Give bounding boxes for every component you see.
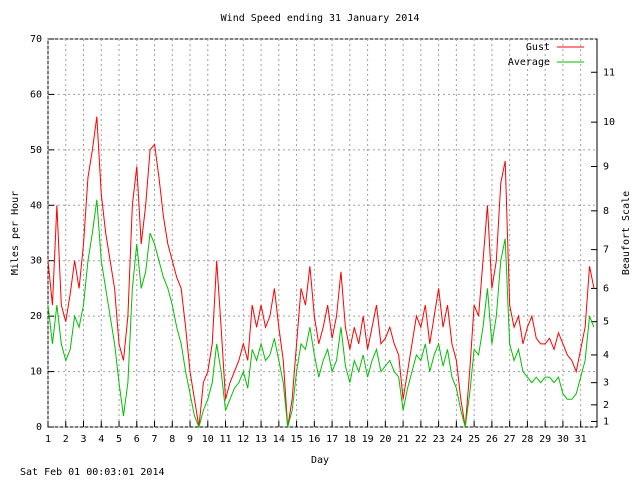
y2-tick-label: 4 (603, 350, 609, 361)
x-tick-label: 11 (220, 434, 232, 445)
y-tick-label: 30 (30, 256, 42, 267)
y-tick-label: 70 (30, 34, 42, 45)
y2-tick-label: 2 (603, 400, 609, 411)
y2-tick-label: 10 (603, 117, 615, 128)
y-axis-label: Miles per Hour (10, 191, 21, 275)
y2-tick-label: 7 (603, 245, 609, 256)
y2-tick-label: 9 (603, 161, 609, 172)
x-tick-label: 9 (187, 434, 193, 445)
x-tick-label: 15 (291, 434, 303, 445)
y2-tick-label: 6 (603, 283, 609, 294)
x-tick-label: 13 (255, 434, 267, 445)
x-tick-label: 5 (116, 434, 122, 445)
y-tick-label: 20 (30, 311, 42, 322)
x-tick-label: 4 (98, 434, 104, 445)
x-tick-label: 29 (539, 434, 551, 445)
x-tick-label: 6 (134, 434, 140, 445)
x-tick-label: 22 (415, 434, 427, 445)
x-tick-label: 12 (237, 434, 249, 445)
y2-tick-label: 8 (603, 206, 609, 217)
x-tick-label: 16 (308, 434, 320, 445)
y2-tick-label: 11 (603, 67, 615, 78)
x-tick-label: 3 (80, 434, 86, 445)
y-tick-label: 50 (30, 145, 42, 156)
y2-tick-label: 5 (603, 317, 609, 328)
x-tick-label: 25 (468, 434, 480, 445)
y2-tick-label: 3 (603, 378, 609, 389)
x-tick-label: 30 (557, 434, 569, 445)
x-tick-label: 27 (504, 434, 516, 445)
footer: Sat Feb 01 00:03:01 2014 (20, 467, 165, 478)
x-tick-label: 26 (486, 434, 498, 445)
x-tick-label: 18 (344, 434, 356, 445)
series-line (47, 116, 595, 428)
y-tick-label: 0 (36, 422, 42, 433)
y2-tick-label: 1 (603, 416, 609, 427)
chart-title: Wind Speed ending 31 January 2014 (221, 13, 420, 24)
x-tick-label: 7 (152, 434, 158, 445)
x-tick-label: 23 (433, 434, 445, 445)
y-tick-label: 10 (30, 367, 42, 378)
x-tick-label: 10 (202, 434, 214, 445)
x-axis-label: Day (311, 455, 329, 466)
plot-frame (47, 38, 598, 428)
x-tick-label: 28 (521, 434, 533, 445)
legend-label: Average (508, 57, 550, 68)
y-tick-label: 40 (30, 200, 42, 211)
x-tick-label: 20 (379, 434, 391, 445)
legend-label: Gust (526, 42, 550, 53)
x-tick-label: 24 (450, 434, 462, 445)
y-tick-label: 60 (30, 89, 42, 100)
x-tick-label: 21 (397, 434, 409, 445)
x-tick-label: 8 (169, 434, 175, 445)
x-tick-label: 19 (362, 434, 374, 445)
series-line (47, 199, 595, 429)
x-tick-label: 1 (45, 434, 51, 445)
y2-axis-label: Beaufort Scale (621, 191, 632, 275)
x-tick-label: 31 (575, 434, 587, 445)
x-tick-label: 14 (273, 434, 285, 445)
x-tick-label: 2 (63, 434, 69, 445)
x-tick-label: 17 (326, 434, 338, 445)
